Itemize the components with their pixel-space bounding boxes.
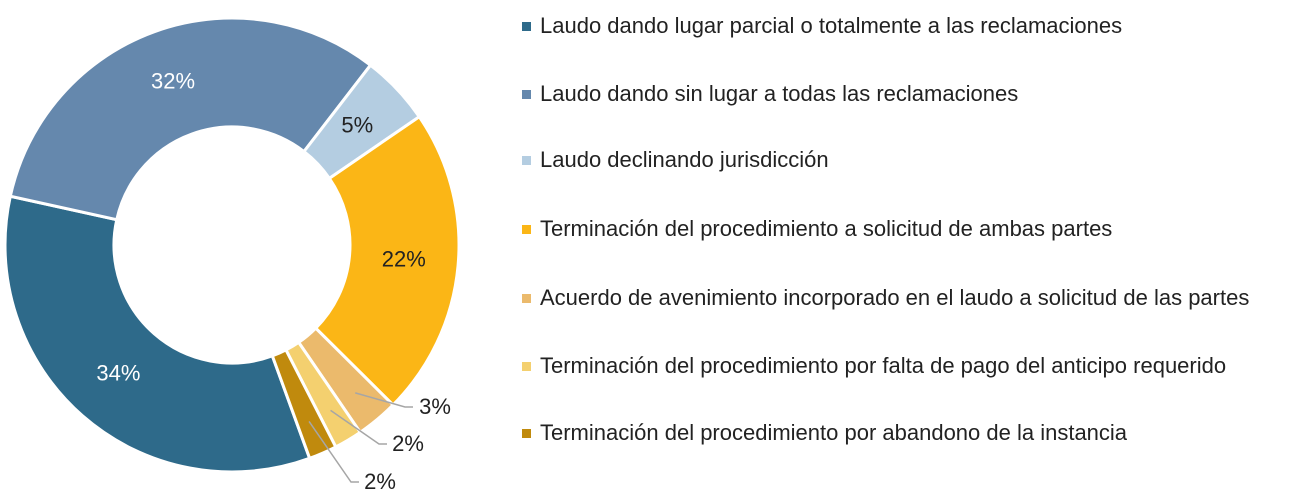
legend-label: Laudo dando lugar parcial o totalmente a…: [540, 13, 1123, 38]
slice-label: 32%: [151, 69, 195, 94]
slice-label: 5%: [341, 112, 373, 137]
legend-item: Laudo declinando jurisdicción: [520, 146, 1285, 173]
legend-swatch: [522, 225, 531, 234]
legend-item: Terminación del procedimiento por falta …: [520, 352, 1285, 379]
legend-swatch: [522, 90, 531, 99]
legend-item: Acuerdo de avenimiento incorporado en el…: [520, 284, 1285, 311]
legend-item: Laudo dando sin lugar a todas las reclam…: [520, 80, 1285, 107]
slice-label: 22%: [382, 246, 426, 271]
legend-swatch: [522, 362, 531, 371]
legend-swatch: [522, 22, 531, 31]
leader-line: [355, 392, 413, 408]
legend-label: Terminación del procedimiento por abando…: [540, 420, 1128, 445]
leader-line: [330, 409, 387, 445]
slice-label: 2%: [392, 431, 424, 456]
slice: [313, 114, 461, 408]
legend-item: Terminación del procedimiento por abando…: [520, 419, 1285, 446]
slice-label: 3%: [419, 394, 451, 419]
legend-swatch: [522, 156, 531, 165]
slice: [270, 347, 338, 461]
slice-label: 34%: [96, 361, 140, 386]
leader-line: [308, 420, 359, 483]
legend-label: Terminación del procedimiento por falta …: [540, 353, 1227, 378]
slice: [3, 194, 312, 474]
slice-label: 2%: [364, 469, 396, 493]
legend-label: Laudo declinando jurisdicción: [540, 147, 829, 172]
legend-label: Terminación del procedimiento a solicitu…: [540, 216, 1113, 241]
legend-item: Laudo dando lugar parcial o totalmente a…: [520, 12, 1285, 39]
legend-item: Terminación del procedimiento a solicitu…: [520, 215, 1285, 242]
legend-swatch: [522, 294, 531, 303]
legend-label: Laudo dando sin lugar a todas las reclam…: [540, 81, 1019, 106]
slice: [8, 16, 373, 222]
chart: 34% 32% 5% 22% 3% 2% 2%: [3, 16, 461, 493]
legend-label: Acuerdo de avenimiento incorporado en el…: [540, 285, 1250, 310]
legend-swatch: [522, 429, 531, 438]
